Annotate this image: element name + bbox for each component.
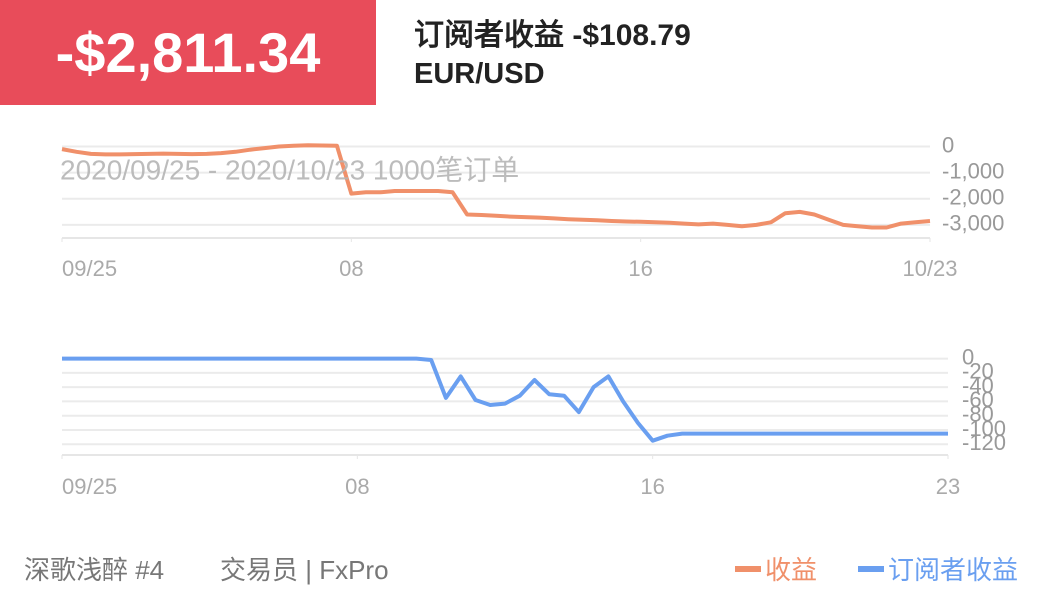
x-tick-label: 09/25: [62, 474, 117, 499]
x-tick-label: 08: [345, 474, 369, 499]
legend-text: 收益: [765, 555, 818, 585]
x-tick-label: 16: [628, 256, 652, 281]
y-tick-label: -3,000: [942, 211, 1004, 236]
legend-text: 订阅者收益: [888, 555, 1019, 585]
title: 订阅者收益 -$108.79: [414, 19, 691, 52]
y-tick-label: -40: [962, 373, 994, 398]
y-tick-label: -80: [962, 402, 994, 427]
y-tick-label: -2,000: [942, 185, 1004, 210]
legend-item: 收益: [735, 550, 817, 587]
x-tick-label: 10/23: [902, 256, 957, 281]
legend-swatch: [858, 565, 884, 572]
y-tick-label: -1,000: [942, 158, 1004, 183]
y-tick-label: -20: [962, 359, 994, 384]
y-tick-label: -60: [962, 387, 994, 412]
legend-item: 订阅者收益: [858, 550, 1018, 587]
legend-swatch: [735, 565, 761, 572]
x-tick-label: 09/25: [62, 256, 117, 281]
y-tick-label: -120: [962, 430, 1006, 455]
x-tick-label: 08: [339, 256, 363, 281]
series-line: [62, 356, 948, 443]
amount-box: [0, 0, 376, 105]
symbol: EUR/USD: [414, 58, 545, 90]
x-tick-label: 16: [640, 474, 664, 499]
y-tick-label: 0: [962, 344, 974, 369]
y-tick-label: -100: [962, 416, 1006, 441]
x-tick-label: 23: [936, 474, 960, 499]
series-line: [61, 143, 931, 230]
amount: -$2,811.34: [55, 21, 321, 84]
trader-name: 深歌浅醉 #4: [24, 555, 165, 585]
y-tick-label: 0: [942, 132, 954, 157]
annotation: 2020/09/25 - 2020/10/23 1000笔订单: [60, 154, 519, 185]
trader-broker: 交易员 | FxPro: [220, 555, 389, 585]
